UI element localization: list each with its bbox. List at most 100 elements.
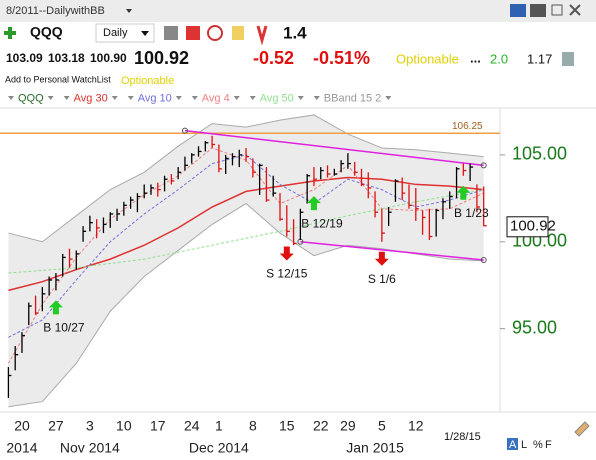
x-tick-label: 8 — [249, 418, 257, 434]
layout-dropdown[interactable] — [126, 9, 132, 13]
y-tick-label: 105.00 — [512, 144, 567, 164]
quote-value: 2.0 — [490, 51, 508, 66]
trendline — [300, 241, 484, 261]
footer-button[interactable]: F — [545, 439, 552, 451]
legend-dropdown — [191, 96, 198, 100]
legend-dropdown — [385, 96, 392, 100]
tool-icon[interactable] — [232, 26, 244, 40]
signal-label: S 1/6 — [368, 272, 396, 286]
period-label: Nov 2014 — [60, 440, 120, 456]
trendline-anchor — [480, 257, 487, 263]
date-label: 1/28/15 — [444, 431, 481, 443]
trendline-anchor — [181, 127, 188, 134]
signal-label: B 1/23 — [454, 206, 489, 220]
signal-arrow — [48, 300, 63, 315]
x-tick-label: 24 — [184, 418, 200, 434]
signal-label: B 12/19 — [301, 216, 343, 230]
tool-icon[interactable] — [256, 25, 268, 46]
optionable-tag: Optionable — [121, 75, 174, 87]
moving-average — [8, 176, 484, 292]
legend-dropdown — [63, 96, 70, 100]
legend-bar — [0, 89, 596, 108]
footer-button[interactable]: L — [521, 439, 527, 451]
legend-dropdown — [313, 96, 320, 100]
signal-label: B 10/27 — [43, 321, 85, 335]
period-label: Dec 2014 — [189, 440, 249, 456]
last-price: 100.92 — [510, 218, 556, 235]
band-fill — [8, 114, 484, 407]
x-tick-label: 3 — [86, 418, 94, 434]
signal-label: S 12/15 — [266, 267, 308, 281]
moving-average — [8, 189, 484, 274]
optionable: Optionable — [396, 51, 459, 66]
band-line — [8, 114, 484, 243]
legend-entry: Avg 4 — [202, 92, 230, 104]
signal-arrow — [279, 246, 294, 261]
quote-high: 103.18 — [48, 51, 85, 65]
quote-last: 100.92 — [134, 48, 189, 68]
quote-value: 1.17 — [527, 51, 552, 66]
x-tick-label: 29 — [340, 418, 356, 434]
period-label: Jan 2015 — [346, 440, 404, 456]
plot: 106.25 B 10/27 S 12/15 B 12/19 S 1/6 B 1/23 — [0, 114, 500, 408]
x-tick-label: 1 — [215, 418, 223, 434]
legend-dropdown — [8, 96, 14, 100]
period-label: 2014 — [6, 440, 37, 456]
x-tick-label: 12 — [408, 418, 424, 434]
restore-button[interactable] — [551, 4, 563, 16]
close-button[interactable] — [569, 4, 581, 16]
legend-dropdown — [249, 96, 256, 100]
footer-button[interactable]: % — [533, 439, 543, 451]
edit-icon[interactable] — [574, 421, 590, 437]
tool-icon[interactable] — [207, 25, 223, 41]
x-tick-label: 5 — [378, 418, 386, 434]
footer-button[interactable]: A — [509, 439, 517, 451]
x-tick-label: 17 — [150, 418, 166, 434]
legend-entry: BBand 15 2 — [324, 92, 382, 104]
legend-dropdown — [47, 96, 54, 100]
y-tick-label: 95.00 — [512, 317, 557, 337]
quote-open: 103.09 — [6, 51, 43, 65]
layout-name[interactable]: 8/2011--DailywithBB — [6, 5, 105, 17]
quote-change: -0.52 — [253, 48, 294, 68]
x-tick-label: 27 — [48, 418, 64, 434]
legend-entry: Avg 10 — [138, 92, 172, 104]
dots: ... — [470, 50, 481, 65]
interval-dropdown[interactable] — [141, 31, 149, 36]
x-tick-label: 22 — [313, 418, 329, 434]
title-bar — [0, 0, 596, 22]
indicator-value: 1.4 — [283, 23, 307, 42]
legend-dropdown — [111, 96, 118, 100]
quote-low: 100.90 — [90, 51, 127, 65]
legend-dropdown — [175, 96, 182, 100]
legend-dropdown — [127, 96, 134, 100]
t-button[interactable] — [530, 4, 546, 17]
s-button[interactable] — [510, 4, 526, 17]
legend-dropdown — [233, 96, 240, 100]
interval[interactable]: Daily — [103, 27, 128, 39]
db-icon[interactable] — [562, 52, 574, 66]
x-tick-label: 15 — [279, 418, 295, 434]
level-label: 106.25 — [452, 121, 483, 132]
add-button[interactable] — [4, 27, 16, 39]
legend-entry: Avg 50 — [260, 92, 294, 104]
interval-box[interactable] — [95, 23, 155, 43]
signal-arrow — [306, 196, 321, 211]
legend-entry: QQQ — [18, 92, 44, 104]
trendline-anchor — [480, 162, 487, 169]
legend-dropdown — [297, 96, 304, 100]
signal-arrow — [456, 185, 471, 200]
button-bg[interactable] — [507, 438, 518, 450]
symbol[interactable]: QQQ — [30, 24, 63, 40]
price-box — [506, 216, 549, 238]
x-tick-label: 20 — [14, 418, 30, 434]
watchlist-link[interactable]: Add to Personal WatchList — [5, 74, 111, 84]
legend-entry: Avg 30 — [74, 92, 108, 104]
tool-icon[interactable] — [186, 26, 200, 40]
signal-arrow — [374, 251, 389, 266]
x-tick-label: 10 — [116, 418, 132, 434]
quote-change-pct: -0.51% — [313, 48, 370, 68]
tool-icon[interactable] — [164, 26, 178, 40]
